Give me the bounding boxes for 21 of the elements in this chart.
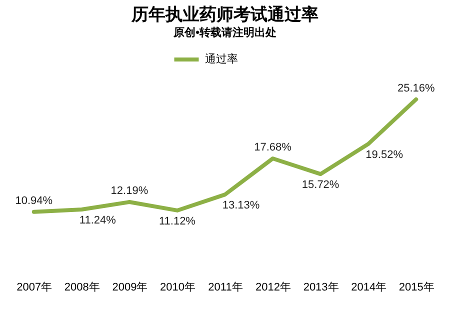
chart-title: 历年执业药师考试通过率 [130, 5, 318, 24]
data-label: 19.52% [366, 148, 404, 161]
x-tick-label: 2011年 [208, 282, 243, 294]
data-label: 11.24% [79, 214, 116, 227]
x-tick-label: 2009年 [112, 282, 148, 294]
data-label: 17.68% [254, 142, 292, 154]
x-tick-label: 2010年 [160, 282, 196, 294]
x-tick-label: 2012年 [256, 282, 292, 294]
x-tick-label: 2007年 [16, 282, 52, 294]
x-tick-label: 2008年 [64, 282, 100, 294]
data-label: 15.72% [302, 179, 340, 192]
data-label: 13.13% [222, 200, 260, 212]
x-tick-label: 2013年 [303, 282, 339, 294]
data-label: 25.16% [397, 82, 435, 94]
legend-label: 通过率 [205, 52, 238, 66]
chart-subtitle: 原创•转载请注明出处 [172, 26, 276, 39]
data-label: 11.12% [158, 215, 196, 228]
x-tick-label: 2014年 [351, 282, 387, 294]
data-label: 10.94% [15, 194, 53, 207]
x-tick-label: 2015年 [398, 282, 434, 294]
data-label: 12.19% [110, 184, 148, 197]
